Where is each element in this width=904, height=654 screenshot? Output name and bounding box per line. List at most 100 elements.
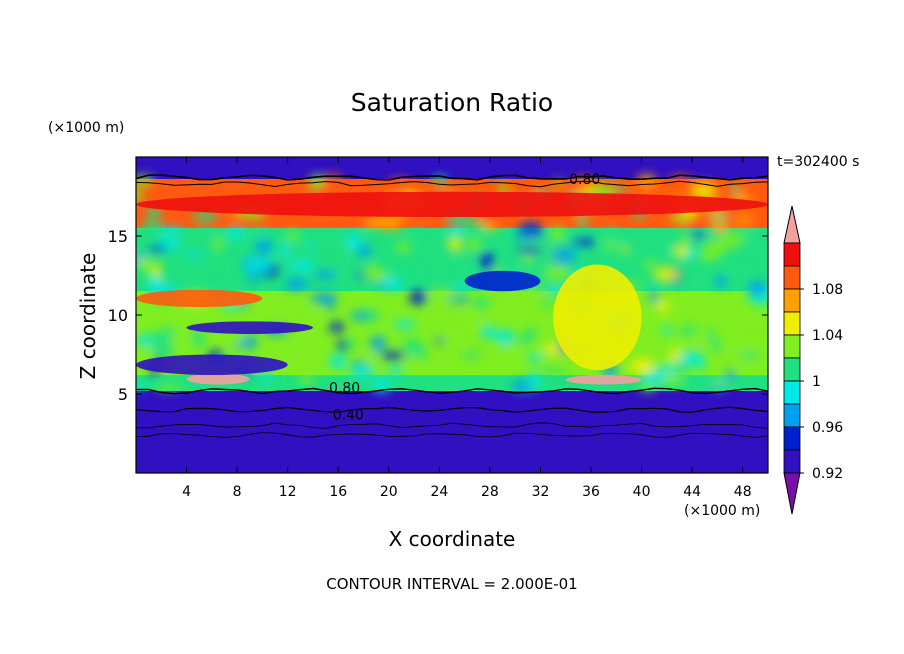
- texture-blob: [653, 266, 681, 283]
- colorbar-box: [783, 242, 801, 267]
- texture-blob: [280, 242, 290, 258]
- texture-blob: [668, 175, 693, 187]
- y-tick-label: 5: [118, 385, 128, 404]
- texture-blob: [480, 325, 496, 339]
- colorbar-box: [783, 426, 801, 451]
- texture-blob: [659, 374, 686, 386]
- texture-blob: [689, 337, 714, 345]
- colorbar-box: [783, 380, 801, 405]
- texture-blob: [541, 367, 568, 374]
- y-tick-label: 10: [108, 306, 128, 325]
- texture-blob: [528, 371, 541, 390]
- x-tick-label: 28: [481, 484, 499, 500]
- texture-blob: [383, 276, 403, 292]
- texture-blob: [444, 296, 471, 304]
- texture-blob: [265, 253, 283, 260]
- x-tick-label: 16: [329, 484, 347, 500]
- texture-blob: [136, 188, 143, 204]
- texture-blob: [156, 384, 182, 391]
- texture-blob: [748, 280, 767, 297]
- colorbar-box: [783, 449, 801, 474]
- texture-blob: [461, 351, 482, 358]
- texture-blob: [571, 176, 594, 190]
- texture-blob: [431, 175, 448, 186]
- texture-blob: [522, 328, 538, 341]
- texture-blob: [365, 353, 379, 364]
- texture-blob: [734, 215, 754, 226]
- texture-blob: [328, 321, 345, 333]
- contour-line: [136, 387, 768, 395]
- texture-blob: [473, 297, 490, 310]
- texture-blob: [298, 373, 315, 385]
- texture-blob: [386, 178, 414, 196]
- feature-1: [553, 264, 642, 371]
- x-tick-label: 24: [430, 484, 448, 500]
- texture-blob: [643, 259, 655, 270]
- texture-blob: [339, 268, 353, 286]
- texture-blob: [636, 173, 657, 190]
- texture-blob: [600, 228, 622, 244]
- contour-line: [136, 180, 768, 188]
- texture-blob: [544, 264, 571, 282]
- texture-blob: [737, 362, 754, 371]
- texture-blob: [325, 256, 347, 269]
- texture-blob: [672, 344, 684, 352]
- texture-blob: [328, 354, 347, 370]
- texture-blob: [461, 312, 485, 326]
- contour-interval-note: CONTOUR INTERVAL = 2.000E-01: [326, 575, 578, 593]
- texture-blob: [681, 234, 692, 249]
- x-axis-label: X coordinate: [388, 527, 516, 551]
- texture-blob: [136, 381, 144, 391]
- texture-blob: [689, 232, 708, 239]
- texture-blob: [723, 264, 735, 274]
- texture-blob: [719, 233, 745, 248]
- texture-blob: [284, 277, 308, 291]
- texture-blob: [679, 325, 697, 337]
- texture-blob: [516, 247, 544, 255]
- feature-3: [565, 375, 642, 385]
- texture-blob: [447, 236, 464, 252]
- texture-blob: [140, 220, 164, 238]
- texture-blob: [549, 247, 577, 265]
- colorbar-label: 1.08: [812, 282, 843, 298]
- texture-blob: [525, 353, 546, 362]
- texture-blob: [241, 229, 270, 239]
- texture-blob: [241, 334, 257, 350]
- texture-blob: [428, 288, 452, 303]
- texture-blob: [440, 331, 464, 342]
- feature-7: [136, 289, 263, 308]
- texture-blob: [402, 338, 423, 354]
- feature-6: [186, 321, 313, 334]
- x-tick-label: 12: [279, 484, 297, 500]
- texture-blob: [408, 289, 428, 306]
- texture-blob: [192, 211, 219, 222]
- texture-blob: [513, 233, 540, 242]
- texture-blob: [393, 320, 416, 329]
- texture-blob: [572, 236, 595, 248]
- feature-2: [464, 270, 541, 292]
- texture-blob: [363, 264, 382, 282]
- texture-blob: [644, 369, 665, 384]
- layer-0: [136, 390, 768, 473]
- texture-blob: [228, 330, 245, 349]
- texture-blob: [578, 216, 589, 230]
- x-tick-label: 36: [582, 484, 600, 500]
- colorbar-box: [783, 288, 801, 313]
- x-tick-label: 4: [182, 484, 191, 500]
- texture-blob: [148, 331, 172, 348]
- texture-blob: [554, 178, 563, 188]
- texture-blob: [388, 366, 405, 377]
- texture-blob: [574, 231, 585, 238]
- y-tick-label: 15: [108, 227, 128, 246]
- texture-blob: [428, 311, 447, 318]
- texture-blob: [372, 215, 395, 229]
- y-ticks: 5 10 15: [108, 227, 768, 404]
- contour-label: 0.80: [329, 381, 360, 397]
- texture-blob: [160, 226, 183, 234]
- texture-blob: [444, 226, 468, 233]
- texture-blob: [450, 256, 473, 263]
- texture-blob: [604, 241, 616, 251]
- contour-line: [136, 174, 768, 181]
- texture-blob: [248, 269, 258, 285]
- texture-blob: [313, 269, 337, 280]
